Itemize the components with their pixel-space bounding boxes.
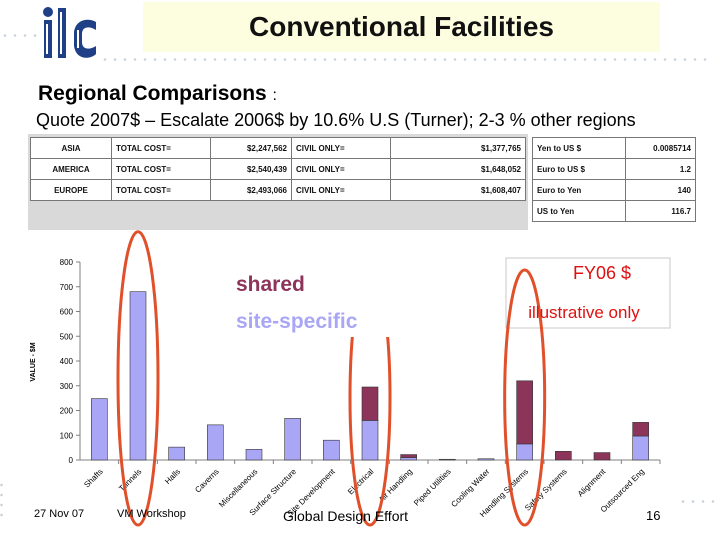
highlight-circle xyxy=(116,230,160,527)
y-tick-label: 700 xyxy=(60,283,74,292)
bar-site-specific xyxy=(284,418,301,461)
fy-note-box xyxy=(505,257,671,329)
y-tick-label: 200 xyxy=(60,407,74,416)
bar-site-specific xyxy=(207,424,224,461)
x-tick-label: Caverns xyxy=(193,467,220,494)
section-heading: Regional Comparisons : xyxy=(38,82,277,106)
bar-shared xyxy=(516,380,533,445)
table-row: US to Yen 116.7 xyxy=(532,200,696,222)
civil-label-cell: CIVIL ONLY= xyxy=(291,137,391,159)
bar-site-specific xyxy=(91,398,108,461)
bar-shared xyxy=(361,386,379,421)
civil-label-cell: CIVIL ONLY= xyxy=(291,179,391,201)
title-dotted-rule xyxy=(100,58,710,61)
x-tick-label: Halls xyxy=(163,467,182,486)
legend-shared-label: shared xyxy=(236,273,305,296)
bar-site-specific xyxy=(245,449,263,461)
regional-cost-table: ASIA TOTAL COST= $2,247,562 CIVIL ONLY= … xyxy=(30,137,526,201)
footer-event: VM Workshop xyxy=(117,508,186,520)
bottom-dotted-rule xyxy=(678,500,718,503)
table-row: Euro to Yen 140 xyxy=(532,179,696,201)
ilc-logo xyxy=(40,4,100,62)
civil-cost-cell: $1,377,765 xyxy=(390,137,526,159)
bar-shared xyxy=(400,454,417,458)
highlight-circle xyxy=(503,268,547,527)
fy-label: FY06 $ xyxy=(573,263,631,283)
rate-value-cell: 1.2 xyxy=(625,158,696,180)
y-tick-label: 100 xyxy=(60,431,74,440)
total-cost-cell: $2,540,439 xyxy=(210,158,292,180)
y-axis-label: VALUE - $M xyxy=(30,342,37,381)
y-tick-label: 400 xyxy=(60,357,74,366)
bar-site-specific xyxy=(168,446,185,461)
x-tick-label: Piped Utilities xyxy=(412,467,453,508)
y-tick-label: 600 xyxy=(60,308,74,317)
exchange-rate-table: Yen to US $ 0.0085714 Euro to US $ 1.2 E… xyxy=(532,137,696,222)
bar-site-specific xyxy=(361,420,379,461)
x-tick-label: Shafts xyxy=(82,467,104,489)
table-row: EUROPE TOTAL COST= $2,493,066 CIVIL ONLY… xyxy=(30,179,526,201)
section-subheading: Quote 2007$ – Escalate 2006$ by 10.6% U.… xyxy=(36,110,636,130)
rate-value-cell: 116.7 xyxy=(625,200,696,222)
civil-cost-cell: $1,608,407 xyxy=(390,179,526,201)
table-row: Yen to US $ 0.0085714 xyxy=(532,137,696,159)
bar-site-specific xyxy=(129,291,147,461)
rate-label-cell: US to Yen xyxy=(532,200,626,222)
region-cell: AMERICA xyxy=(30,158,112,180)
x-tick-label: Alignment xyxy=(576,467,608,499)
top-dotted-rule xyxy=(0,34,40,37)
bar-site-specific xyxy=(632,435,649,461)
section-heading-text: Regional Comparisons xyxy=(38,82,267,105)
bar-shared xyxy=(593,452,611,461)
x-tick-label: Cooling Water xyxy=(449,467,491,509)
bar-site-specific xyxy=(439,458,456,461)
y-tick-label: 500 xyxy=(60,332,74,341)
total-label-cell: TOTAL COST= xyxy=(111,179,211,201)
legend-site-specific-label: site-specific xyxy=(236,310,358,333)
left-dotted-rule xyxy=(0,480,3,520)
footer-center: Global Design Effort xyxy=(283,508,409,524)
legend-box xyxy=(228,265,424,337)
rate-value-cell: 140 xyxy=(625,179,696,201)
x-tick-label: Electrical xyxy=(346,467,375,496)
bar-site-specific xyxy=(516,443,533,461)
fy-note-label: illustrative only xyxy=(528,303,640,322)
footer-page-number: 16 xyxy=(646,508,661,523)
page-title: Conventional Facilities xyxy=(143,2,660,52)
table-row: ASIA TOTAL COST= $2,247,562 CIVIL ONLY= … xyxy=(30,137,526,159)
section-heading-colon: : xyxy=(272,87,277,104)
rate-label-cell: Euro to US $ xyxy=(532,158,626,180)
x-tick-label: Miscellaneous xyxy=(217,467,259,509)
y-tick-label: 800 xyxy=(60,258,74,267)
rate-label-cell: Euro to Yen xyxy=(532,179,626,201)
x-tick-label: Safety Systems xyxy=(523,467,569,513)
bar-site-specific xyxy=(477,458,495,461)
total-cost-cell: $2,493,066 xyxy=(210,179,292,201)
bar-shared xyxy=(632,422,649,437)
civil-cost-cell: $1,648,052 xyxy=(390,158,526,180)
y-tick-label: 0 xyxy=(69,456,74,465)
y-tick-label: 300 xyxy=(60,382,74,391)
total-label-cell: TOTAL COST= xyxy=(111,137,211,159)
bar-site-specific xyxy=(400,457,417,461)
bar-site-specific xyxy=(323,439,340,461)
region-cell: ASIA xyxy=(30,137,112,159)
table-row: Euro to US $ 1.2 xyxy=(532,158,696,180)
footer-date: 27 Nov 07 xyxy=(34,508,85,520)
bar-shared xyxy=(555,451,572,461)
